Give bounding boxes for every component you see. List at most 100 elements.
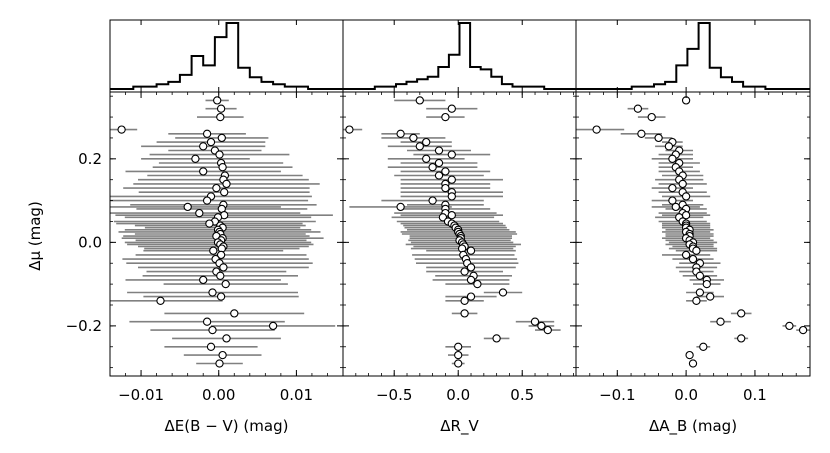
data-point <box>678 179 687 189</box>
data-point <box>268 321 278 331</box>
data-point <box>213 96 222 105</box>
data-point <box>195 208 204 218</box>
data-point <box>199 142 208 151</box>
data-point <box>216 250 226 260</box>
data-point <box>396 202 405 212</box>
data-point <box>415 96 424 105</box>
data-point <box>441 112 450 122</box>
data-point <box>447 150 456 159</box>
x-tick-label: −0.5 <box>376 386 412 404</box>
data-point <box>530 317 540 326</box>
data-point <box>460 267 469 276</box>
y-tick-label: −0.2 <box>66 317 102 335</box>
data-point <box>685 350 694 360</box>
data-point <box>454 359 463 368</box>
data-point <box>498 288 508 297</box>
data-point <box>460 296 469 305</box>
y-axis-label: Δμ (mag) <box>26 201 44 271</box>
data-point <box>692 246 701 255</box>
data-point <box>117 125 126 134</box>
data-point <box>209 246 218 255</box>
data-point <box>473 279 482 289</box>
panel-ebv: −0.01 0.00 0.01 ΔE(B − V) (mag) <box>109 19 344 435</box>
data-point <box>222 334 231 343</box>
data-point <box>454 350 463 360</box>
data-point <box>737 334 746 343</box>
data-point <box>668 183 677 193</box>
data-point <box>202 129 212 138</box>
data-point <box>434 158 444 168</box>
data-point <box>460 309 469 318</box>
data-point <box>183 202 192 212</box>
x-tick-label: 0.01 <box>280 386 313 404</box>
data-point <box>543 325 552 335</box>
data-point <box>218 163 227 172</box>
data-point <box>637 129 646 138</box>
axes-frame-ab <box>575 19 811 377</box>
data-point <box>206 137 216 147</box>
data-point <box>212 183 221 193</box>
data-point <box>202 317 212 326</box>
data-point <box>345 125 354 134</box>
data-point <box>434 146 444 155</box>
data-point <box>671 202 680 212</box>
data-point <box>681 250 691 260</box>
data-point <box>466 246 476 255</box>
x-tick-label: 0.0 <box>446 386 470 404</box>
data-point <box>699 342 708 351</box>
x-tick-label: 0.5 <box>510 386 534 404</box>
data-point <box>206 342 216 351</box>
data-point <box>215 359 224 368</box>
error-bars-rv <box>343 99 561 365</box>
data-point <box>216 104 226 113</box>
data-point <box>447 175 456 184</box>
data-point <box>205 219 214 228</box>
panel-ab: −0.1 0.0 0.1 ΔA_B (mag) <box>575 19 811 436</box>
histogram-rv <box>343 22 576 90</box>
data-point <box>441 183 450 193</box>
data-point <box>447 192 456 201</box>
data-point <box>409 133 418 143</box>
data-point <box>215 150 224 159</box>
data-point <box>216 292 226 301</box>
axes-frame-ebv <box>109 19 344 377</box>
data-point <box>428 196 437 205</box>
data-point <box>230 309 239 318</box>
histogram-step <box>576 22 810 90</box>
data-point <box>688 254 698 264</box>
data-point <box>441 167 450 176</box>
data-point <box>702 279 711 289</box>
data-point <box>798 325 808 335</box>
data-point <box>199 167 208 176</box>
data-point <box>706 292 715 301</box>
data-point <box>664 142 674 151</box>
data-point <box>688 359 698 368</box>
data-point <box>492 334 501 343</box>
data-point <box>537 321 546 331</box>
y-tick-label: 0.2 <box>78 150 102 168</box>
data-point <box>447 104 456 113</box>
data-point <box>668 154 677 163</box>
data-point <box>633 104 643 113</box>
histogram-frame <box>575 19 811 93</box>
data-point <box>447 211 456 220</box>
y-tick-labels: 0.2 0.0 −0.2 <box>66 150 102 335</box>
data-point <box>221 279 230 289</box>
x-axis-label-ab: ΔA_B (mag) <box>649 417 737 436</box>
data-point <box>422 137 431 147</box>
points-ab <box>592 96 808 368</box>
data-point <box>466 292 476 301</box>
data-point <box>592 125 601 134</box>
data-point <box>695 288 705 297</box>
histogram-ab <box>576 22 810 90</box>
x-tick-label: −0.01 <box>118 386 164 404</box>
histogram-step <box>343 22 576 90</box>
data-point <box>434 171 444 180</box>
data-point <box>217 133 226 143</box>
data-point <box>737 309 746 318</box>
x-tick-label: 0.0 <box>674 386 698 404</box>
data-point <box>219 263 228 272</box>
data-point <box>218 350 227 360</box>
data-point <box>222 179 231 189</box>
